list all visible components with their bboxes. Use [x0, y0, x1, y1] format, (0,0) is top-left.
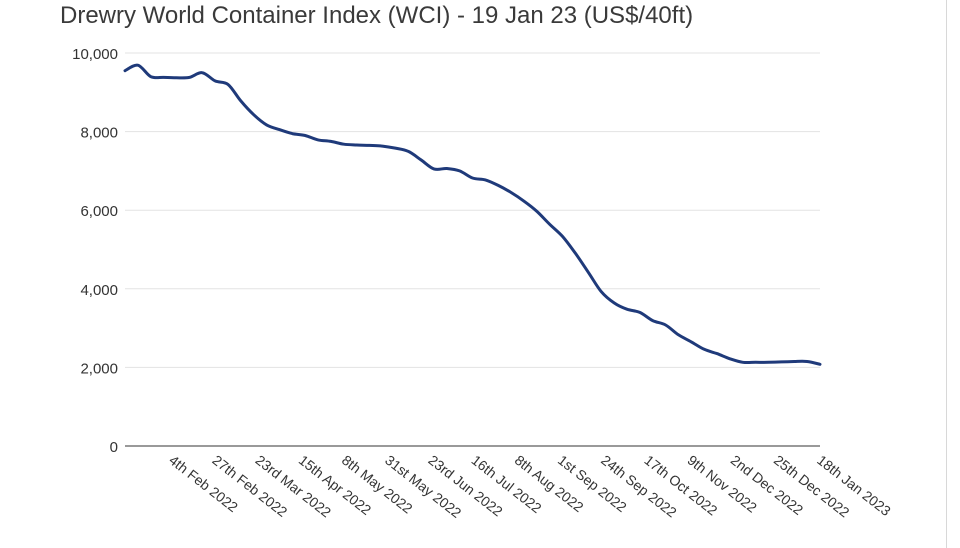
chart-title: Drewry World Container Index (WCI) - 19 … [60, 2, 694, 29]
grid-layer [125, 52, 820, 368]
y-tick-label: 4,000 [80, 282, 118, 299]
x-tick-label: 27th Feb 2022 [209, 452, 290, 520]
y-tick-label: 8,000 [80, 125, 118, 142]
y-tick-label: 0 [110, 439, 118, 456]
series-line-wci [123, 63, 822, 366]
x-tick-label: 18th Jan 2023 [814, 452, 894, 519]
right-border-divider [946, 0, 947, 548]
series-layer [123, 63, 822, 366]
y-tick-label: 2,000 [80, 360, 118, 377]
y-tick-label: 6,000 [80, 203, 118, 220]
y-tick-label: 10,000 [72, 46, 118, 63]
x-tick-label: 23rd Jun 2022 [425, 452, 506, 520]
y-tick-labels: 0 2,000 4,000 6,000 8,000 10,000 [72, 46, 118, 456]
